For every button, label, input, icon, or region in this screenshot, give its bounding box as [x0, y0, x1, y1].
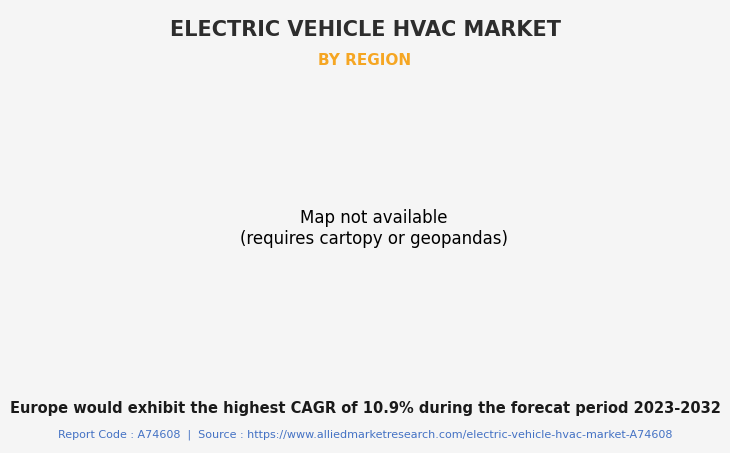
Text: Europe would exhibit the highest CAGR of 10.9% during the forecat period 2023-20: Europe would exhibit the highest CAGR of… [9, 401, 721, 416]
Text: Report Code : A74608  |  Source : https://www.alliedmarketresearch.com/electric-: Report Code : A74608 | Source : https://… [58, 429, 672, 440]
Text: BY REGION: BY REGION [318, 53, 412, 68]
Text: Map not available
(requires cartopy or geopandas): Map not available (requires cartopy or g… [240, 209, 508, 248]
Text: ELECTRIC VEHICLE HVAC MARKET: ELECTRIC VEHICLE HVAC MARKET [169, 20, 561, 40]
